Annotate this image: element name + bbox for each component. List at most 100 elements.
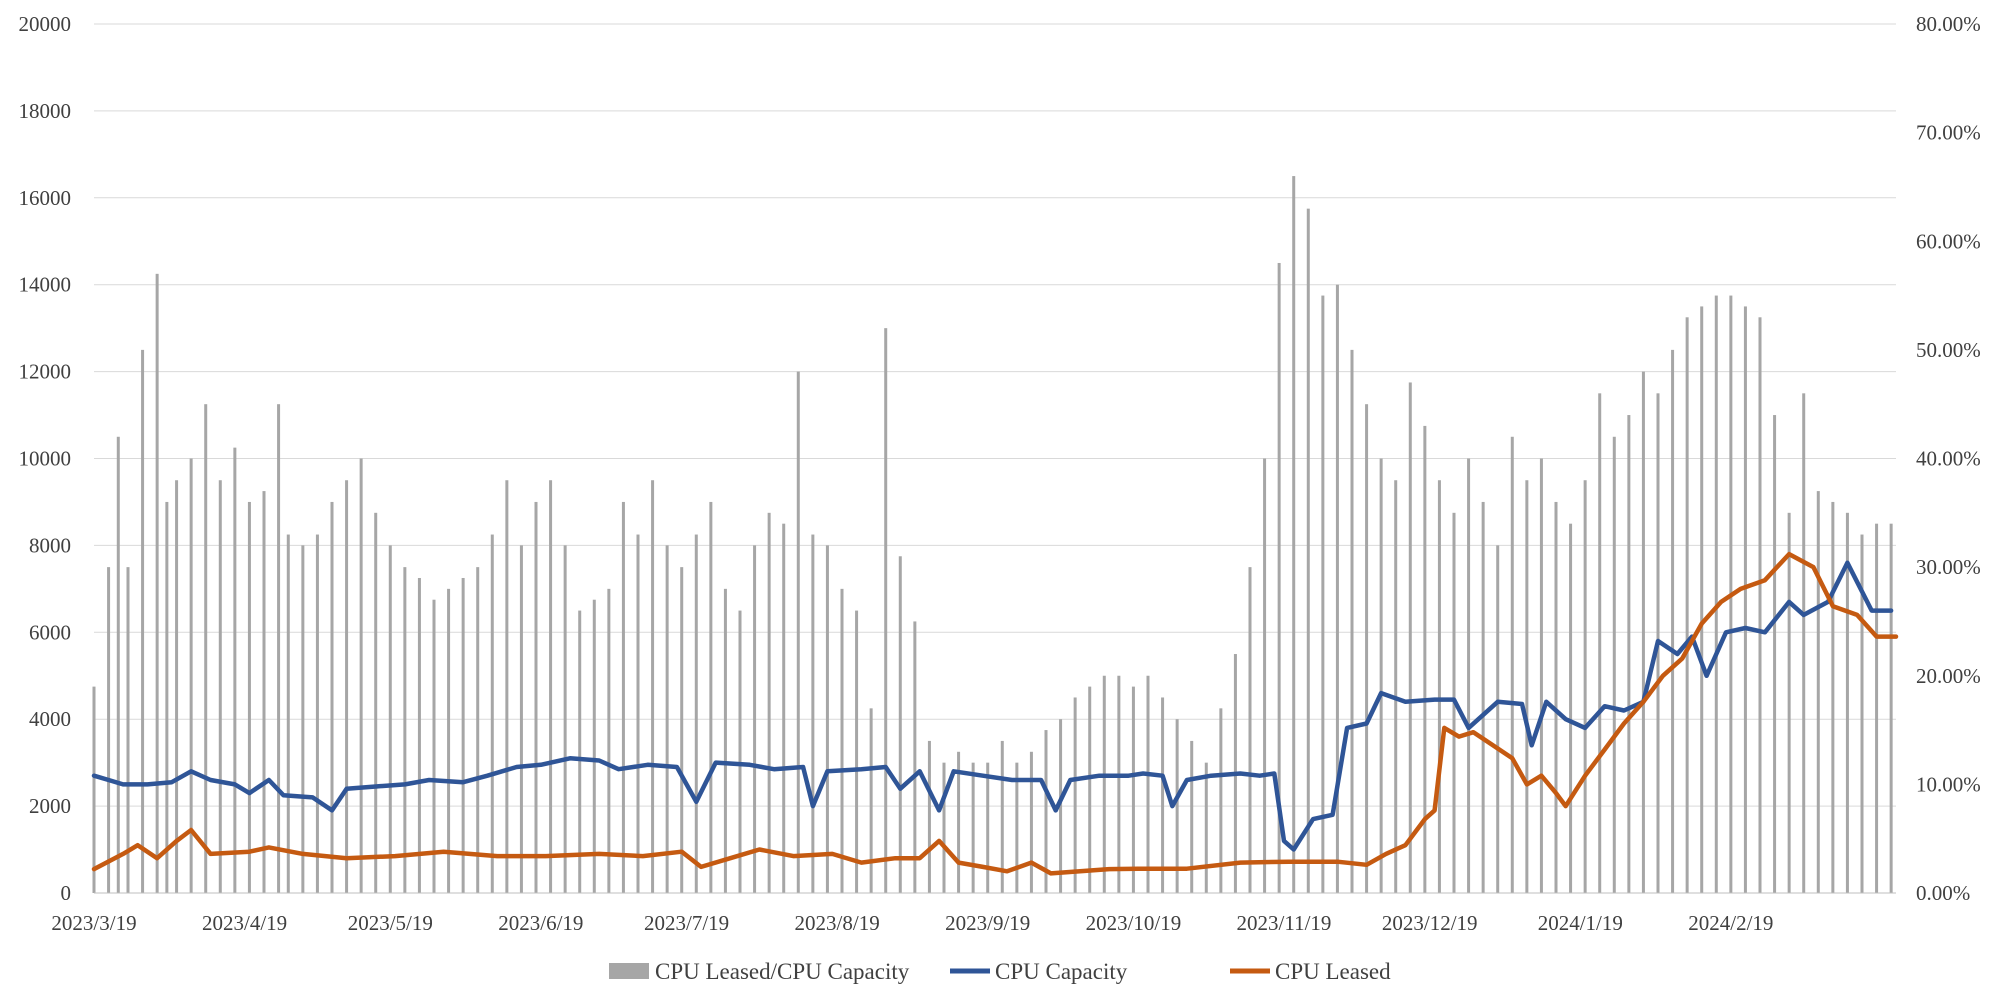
ratio-bar (315, 534, 319, 893)
ratio-bar (277, 404, 281, 893)
ratio-bar (1117, 675, 1121, 893)
ratio-bar (1569, 523, 1573, 893)
ratio-bar (1277, 262, 1281, 894)
ratio-bar (447, 588, 451, 893)
legend-label-leased: CPU Leased (1275, 959, 1391, 984)
y-tick-label-right: 70.00% (1916, 121, 1981, 145)
ratio-bar (141, 349, 145, 893)
x-tick-label: 2023/7/19 (644, 911, 729, 935)
ratio-bar (1219, 708, 1223, 893)
ratio-bar (1845, 512, 1849, 893)
x-tick-label: 2023/11/19 (1237, 911, 1332, 935)
ratio-bar (1889, 523, 1893, 893)
ratio-bar (461, 577, 465, 893)
ratio-bar (869, 708, 873, 893)
ratio-bar (1700, 306, 1704, 893)
ratio-bar (505, 480, 509, 893)
y-tick-label-right: 20.00% (1916, 664, 1981, 688)
ratio-bar (107, 567, 111, 893)
ratio-bar (1496, 545, 1500, 893)
legend-swatch-ratio (609, 963, 649, 979)
ratio-bar (680, 567, 684, 893)
x-tick-label: 2023/10/19 (1086, 911, 1182, 935)
ratio-bar (204, 404, 208, 893)
y-tick-label-right: 30.00% (1916, 555, 1981, 579)
ratio-bar (1423, 425, 1427, 893)
ratio-bar (1263, 458, 1267, 893)
ratio-bar (262, 491, 266, 893)
ratio-bar (840, 588, 844, 893)
ratio-bar (1161, 697, 1165, 893)
y-tick-label-right: 40.00% (1916, 447, 1981, 471)
ratio-bar (1612, 436, 1616, 893)
ratio-bar (233, 447, 237, 893)
ratio-bar (359, 458, 363, 893)
y-tick-label-left: 16000 (19, 186, 72, 210)
ratio-bar (403, 567, 407, 893)
ratio-bar (1860, 534, 1864, 893)
x-tick-label: 2024/2/19 (1688, 911, 1773, 935)
ratio-bar (1598, 393, 1602, 893)
ratio-bar (621, 501, 625, 893)
ratio-bar (92, 686, 96, 893)
ratio-bar (388, 545, 392, 893)
x-tick-label: 2023/5/19 (348, 911, 433, 935)
ratio-bar (286, 534, 290, 893)
x-tick-label: 2023/6/19 (498, 911, 583, 935)
capacity-line (91, 560, 1894, 852)
ratio-bar (1073, 697, 1077, 893)
ratio-bar (767, 512, 771, 893)
ratio-bar (417, 577, 421, 893)
ratio-bar (796, 371, 800, 894)
ratio-bar (1335, 284, 1339, 893)
ratio-bar (563, 545, 567, 893)
ratio-bar (592, 599, 596, 893)
x-tick-label: 2024/1/19 (1538, 911, 1623, 935)
y-tick-label-right: 0.00% (1916, 881, 1970, 905)
ratio-bar (1000, 740, 1004, 893)
y-tick-label-right: 10.00% (1916, 772, 1981, 796)
ratio-bar (986, 762, 990, 893)
ratio-bar (175, 480, 179, 893)
y-tick-label-left: 8000 (29, 533, 71, 557)
y-tick-label-left: 0 (61, 881, 72, 905)
ratio-bar (1437, 480, 1441, 893)
ratio-bar (247, 501, 251, 893)
ratio-bar (1641, 371, 1645, 894)
ratio-bar (651, 480, 655, 893)
legend: CPU Leased/CPU Capacity CPU Capacity CPU… (609, 959, 1391, 984)
ratio-bar (1146, 675, 1150, 893)
ratio-bar (825, 545, 829, 893)
y-tick-label-left: 4000 (29, 707, 71, 731)
ratio-bar (1525, 480, 1529, 893)
ratio-bar (476, 567, 480, 893)
ratio-bar (738, 610, 742, 893)
ratio-bar (1787, 512, 1791, 893)
ratio-bar (636, 534, 640, 893)
x-tick-label: 2023/3/19 (51, 911, 136, 935)
ratio-bar (155, 273, 159, 893)
ratio-bar (1365, 404, 1369, 893)
ratio-bar (884, 328, 888, 893)
ratio-bar (1379, 458, 1383, 893)
ratio-bar (1539, 458, 1543, 893)
legend-label-ratio: CPU Leased/CPU Capacity (655, 959, 910, 984)
ratio-bar (578, 610, 582, 893)
ratio-bar (1554, 501, 1558, 893)
ratio-bar (1714, 295, 1718, 893)
ratio-bar (519, 545, 523, 893)
ratio-bar (1102, 675, 1106, 893)
ratio-bar (1831, 501, 1835, 893)
x-tick-label: 2023/4/19 (202, 911, 287, 935)
ratio-bar (345, 480, 349, 893)
ratio-bar (1015, 762, 1019, 893)
series-lines (91, 551, 1899, 876)
ratio-bar (432, 599, 436, 893)
ratio-bar (1758, 317, 1762, 894)
ratio-bar (1175, 719, 1179, 893)
ratio-bar (1583, 480, 1587, 893)
ratio-bar (1743, 306, 1747, 893)
ratio-bar (218, 480, 222, 893)
ratio-bar (1394, 480, 1398, 893)
